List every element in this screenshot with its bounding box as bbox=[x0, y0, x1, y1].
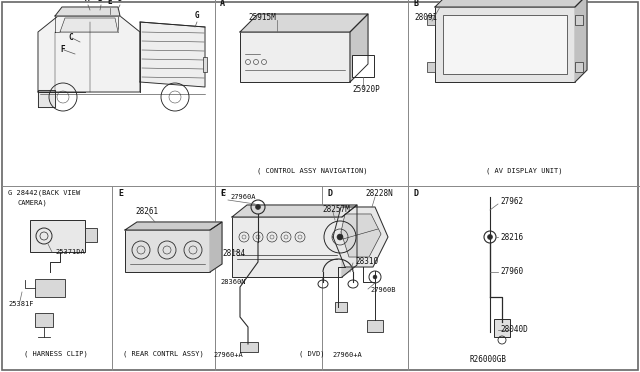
Polygon shape bbox=[55, 7, 120, 16]
Circle shape bbox=[255, 205, 260, 209]
Bar bbox=[367, 320, 383, 332]
Text: 25920P: 25920P bbox=[352, 84, 380, 93]
Text: D: D bbox=[118, 0, 123, 3]
Polygon shape bbox=[333, 207, 388, 267]
Bar bbox=[203, 57, 207, 72]
Text: C: C bbox=[220, 189, 225, 198]
Polygon shape bbox=[210, 222, 222, 272]
Bar bbox=[240, 342, 258, 352]
Polygon shape bbox=[341, 214, 381, 257]
Bar bbox=[352, 55, 374, 77]
Polygon shape bbox=[38, 16, 140, 92]
Text: F: F bbox=[60, 45, 65, 55]
Text: F: F bbox=[220, 189, 225, 198]
Bar bbox=[240, 32, 350, 82]
Text: 27960A: 27960A bbox=[230, 194, 255, 200]
Text: 25371DA: 25371DA bbox=[55, 249, 84, 255]
Text: CAMERA): CAMERA) bbox=[18, 199, 48, 205]
Text: 25915M: 25915M bbox=[248, 13, 276, 22]
Text: A: A bbox=[220, 0, 225, 9]
Text: ( DVD): ( DVD) bbox=[300, 350, 324, 357]
Text: R26000GB: R26000GB bbox=[470, 356, 507, 365]
Text: 27960+A: 27960+A bbox=[213, 352, 243, 358]
Text: A: A bbox=[85, 0, 90, 3]
Text: E: E bbox=[107, 0, 111, 6]
Bar bbox=[30, 220, 85, 252]
Text: 28261: 28261 bbox=[135, 208, 158, 217]
Circle shape bbox=[337, 234, 343, 240]
Polygon shape bbox=[38, 90, 55, 107]
Text: 28091: 28091 bbox=[414, 13, 437, 22]
Text: 28257M: 28257M bbox=[322, 205, 349, 215]
Text: 27960+A: 27960+A bbox=[332, 352, 362, 358]
Bar bbox=[85, 228, 97, 242]
Polygon shape bbox=[350, 14, 368, 82]
Bar bbox=[443, 15, 567, 74]
Polygon shape bbox=[435, 0, 587, 7]
Bar bbox=[575, 15, 583, 25]
Bar bbox=[335, 302, 347, 312]
Polygon shape bbox=[240, 14, 368, 32]
Bar bbox=[35, 313, 53, 327]
Text: ( REAR CONTRL ASSY): ( REAR CONTRL ASSY) bbox=[123, 350, 204, 357]
Circle shape bbox=[488, 234, 493, 240]
Text: 27962: 27962 bbox=[500, 198, 523, 206]
Bar bbox=[427, 62, 435, 72]
Polygon shape bbox=[232, 205, 357, 217]
Text: 28310: 28310 bbox=[355, 257, 378, 266]
Bar bbox=[35, 279, 65, 297]
Text: 27960: 27960 bbox=[500, 267, 523, 276]
Text: 28216: 28216 bbox=[500, 232, 523, 241]
Text: ( CONTROL ASSY NAVIGATION): ( CONTROL ASSY NAVIGATION) bbox=[257, 167, 367, 174]
Text: C: C bbox=[68, 33, 72, 42]
Text: D: D bbox=[328, 189, 333, 198]
Circle shape bbox=[373, 275, 377, 279]
Bar bbox=[232, 217, 342, 277]
Text: D: D bbox=[414, 189, 419, 198]
Text: 28228N: 28228N bbox=[365, 189, 393, 199]
Text: G: G bbox=[195, 11, 200, 20]
Text: E: E bbox=[118, 189, 123, 198]
Bar bbox=[435, 7, 575, 82]
Text: 28040D: 28040D bbox=[500, 324, 528, 334]
Bar bbox=[125, 230, 210, 272]
Polygon shape bbox=[60, 18, 118, 32]
Text: 27960B: 27960B bbox=[370, 287, 396, 293]
Polygon shape bbox=[125, 222, 222, 230]
Text: ( HARNESS CLIP): ( HARNESS CLIP) bbox=[24, 350, 88, 357]
Text: 25381F: 25381F bbox=[8, 301, 33, 307]
Text: ( AV DISPLAY UNIT): ( AV DISPLAY UNIT) bbox=[486, 167, 563, 174]
Bar bbox=[575, 62, 583, 72]
Polygon shape bbox=[575, 0, 587, 82]
Bar bbox=[494, 319, 510, 337]
Text: 28360N: 28360N bbox=[220, 279, 246, 285]
Text: B: B bbox=[98, 0, 102, 3]
Text: B: B bbox=[414, 0, 419, 9]
Text: G 28442(BACK VIEW: G 28442(BACK VIEW bbox=[8, 189, 80, 196]
Polygon shape bbox=[342, 205, 357, 277]
Text: 28184: 28184 bbox=[222, 250, 245, 259]
Bar bbox=[427, 15, 435, 25]
Polygon shape bbox=[140, 22, 205, 87]
